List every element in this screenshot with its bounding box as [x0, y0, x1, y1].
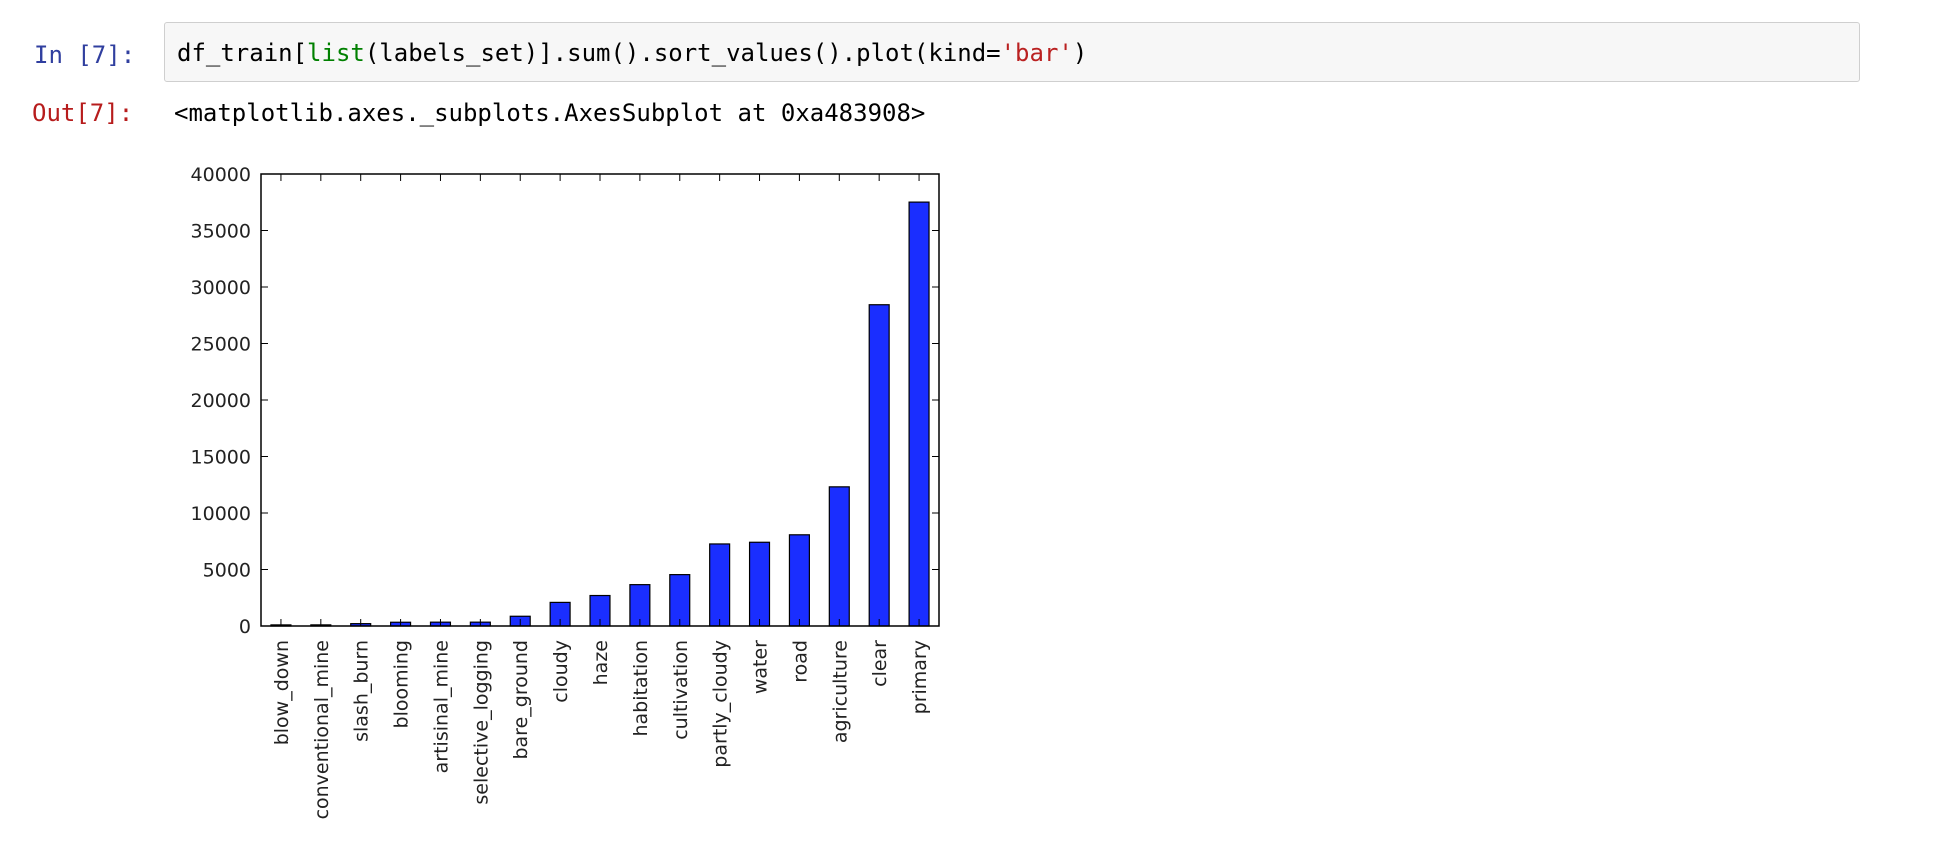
x-tick-label: primary [909, 640, 931, 714]
x-tick-label: bare_ground [510, 640, 532, 760]
bar [788, 534, 810, 627]
x-tick-label: slash_burn [351, 640, 373, 742]
x-tick-label: water [750, 640, 772, 694]
x-tick-label: habitation [630, 640, 652, 737]
code-token-builtin: list [307, 39, 365, 67]
bar [828, 486, 850, 627]
y-tick-label: 5000 [203, 560, 251, 582]
y-tick-label: 0 [239, 616, 251, 638]
x-tick-label: cultivation [670, 640, 692, 740]
y-tick-label: 40000 [191, 164, 251, 186]
x-tick-label: clear [869, 640, 891, 687]
x-tick-label: selective_logging [470, 640, 492, 805]
x-tick-label: road [789, 640, 811, 683]
y-tick-label: 30000 [191, 277, 251, 299]
output-text: <matplotlib.axes._subplots.AxesSubplot a… [174, 99, 926, 127]
code-editor[interactable]: df_train[list(labels_set)].sum().sort_va… [164, 22, 1860, 82]
x-tick-label: blow_down [271, 640, 293, 745]
code-token-string: 'bar' [1000, 39, 1073, 67]
output-cell: Out[7]: <matplotlib.axes._subplots.AxesS… [0, 98, 1938, 138]
input-prompt: In [7]: [34, 41, 136, 69]
y-tick-label: 20000 [191, 390, 251, 412]
bar [908, 201, 930, 627]
x-tick-label: artisinal_mine [430, 640, 452, 773]
bar [669, 574, 691, 627]
y-tick-label: 35000 [191, 221, 251, 243]
code-token: ) [1072, 39, 1088, 67]
bar [868, 304, 890, 627]
bar-chart: 0 5000 10000 15000 20000 25000 30000 35000 40000… [191, 164, 940, 819]
x-tick-label: conventional_mine [311, 640, 333, 819]
chart-container: 0 5000 10000 15000 20000 25000 30000 35000 40000… [150, 150, 950, 840]
bar [709, 543, 731, 627]
bar [748, 541, 771, 627]
input-cell: In [7]: df_train[list(labels_set)].sum()… [0, 22, 1938, 84]
x-tick-label: agriculture [829, 640, 851, 743]
y-tick-label: 10000 [191, 503, 251, 525]
x-tick-label: haze [590, 640, 612, 685]
x-tick-label: blooming [391, 640, 413, 728]
x-tick-label: partly_cloudy [710, 640, 732, 768]
y-tick-label: 25000 [191, 334, 251, 356]
y-tick-label: 15000 [191, 447, 251, 469]
output-prompt: Out[7]: [32, 99, 134, 127]
code-token: df_train[ [177, 39, 308, 67]
code-token: (labels_set)].sum().sort_values().plot(k… [364, 39, 1001, 67]
x-tick-label: cloudy [550, 640, 572, 703]
code-line[interactable]: df_train[list(labels_set)].sum().sort_va… [177, 38, 1087, 68]
